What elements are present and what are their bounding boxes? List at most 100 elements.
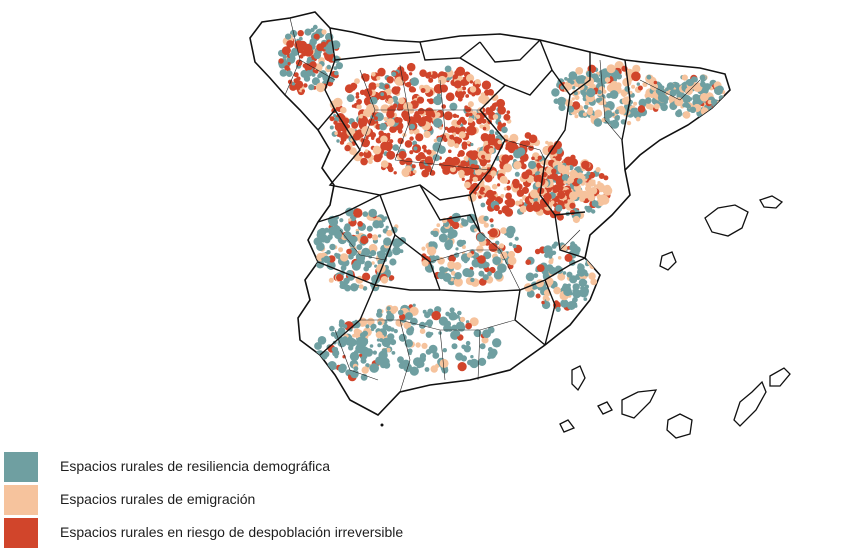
rural-patch-resiliencia (381, 348, 388, 354)
rural-patch-resiliencia (334, 252, 339, 257)
rural-patch-riesgo (521, 171, 530, 180)
rural-patch-emigracion (334, 131, 338, 136)
rural-patch-resiliencia (375, 356, 384, 366)
rural-patch-emigracion (361, 366, 369, 374)
rural-patch-emigracion (631, 84, 636, 89)
rural-patch-riesgo (360, 157, 368, 166)
rural-patch-emigracion (582, 175, 586, 179)
rural-patch-riesgo (461, 177, 465, 181)
rural-patch-riesgo (460, 79, 468, 87)
rural-patch-resiliencia (473, 329, 482, 338)
rural-patch-resiliencia (424, 367, 430, 372)
rural-patch-resiliencia (572, 289, 582, 299)
rural-patch-resiliencia (380, 92, 385, 97)
rural-patch-emigracion (503, 163, 513, 173)
rural-patch-emigracion (596, 197, 605, 207)
rural-patch-riesgo (380, 141, 389, 151)
rural-patch-resiliencia (456, 314, 460, 319)
rural-patch-resiliencia (463, 259, 468, 264)
rural-patch-resiliencia (356, 244, 363, 251)
rural-patch-riesgo (477, 255, 486, 264)
rural-patch-resiliencia (711, 98, 718, 106)
rural-patch-resiliencia (572, 296, 578, 303)
province-line (439, 329, 446, 381)
rural-patch-resiliencia (369, 250, 377, 257)
rural-patch-emigracion (574, 95, 580, 101)
rural-patch-emigracion (585, 182, 590, 187)
rural-patch-resiliencia (327, 234, 333, 240)
rural-patch-emigracion (595, 167, 601, 173)
rural-patch-emigracion (602, 89, 607, 94)
rural-patch-resiliencia (365, 363, 370, 368)
rural-patch-resiliencia (382, 323, 389, 331)
rural-patch-emigracion (635, 116, 641, 122)
province-line (399, 319, 411, 393)
rural-patch-riesgo (299, 54, 304, 59)
rural-patch-resiliencia (309, 38, 317, 46)
rural-patch-riesgo (397, 137, 404, 145)
rural-patch-emigracion (380, 276, 389, 284)
rural-patch-resiliencia (391, 351, 396, 355)
rural-patch-resiliencia (354, 352, 359, 357)
rural-patch-emigracion (682, 111, 691, 119)
rural-patch-riesgo (465, 112, 470, 117)
rural-patch-resiliencia (340, 265, 347, 271)
rural-patch-emigracion (421, 246, 426, 251)
rural-patch-resiliencia (580, 269, 585, 274)
peninsula (249, 11, 731, 416)
rural-patch-riesgo (355, 131, 363, 139)
rural-patch-emigracion (681, 74, 688, 81)
rural-patch-riesgo (286, 40, 294, 48)
rural-patch-riesgo (512, 181, 520, 189)
rural-patch-emigracion (340, 253, 349, 262)
rural-patch-riesgo (503, 113, 511, 121)
rural-patch-resiliencia (480, 202, 486, 208)
rural-patch-riesgo (409, 150, 414, 155)
rural-patch-riesgo (351, 104, 356, 108)
rural-patch-riesgo (631, 71, 641, 82)
island-fuerteventura (733, 380, 767, 427)
province-line (394, 159, 491, 171)
rural-patch-riesgo (371, 136, 375, 140)
rural-patch-resiliencia (329, 325, 335, 332)
rural-patch-emigracion (348, 218, 352, 222)
rural-patch-riesgo (384, 84, 390, 89)
rural-patch-emigracion (548, 259, 554, 265)
rural-patch-riesgo (505, 198, 516, 208)
rural-patch-emigracion (398, 97, 405, 105)
rural-patch-resiliencia (453, 330, 461, 337)
rural-patch-resiliencia (689, 106, 697, 114)
rural-patch-riesgo (537, 155, 542, 160)
rural-patch-resiliencia (595, 97, 601, 103)
border-aragon-west (539, 94, 586, 216)
rural-patch-riesgo (320, 41, 327, 48)
rural-patch-riesgo (386, 132, 391, 137)
rural-patch-riesgo (536, 162, 541, 167)
rural-patch-resiliencia (353, 321, 361, 329)
rural-patch-emigracion (588, 179, 596, 187)
rural-patch-resiliencia (308, 84, 315, 91)
rural-patch-emigracion (419, 328, 426, 335)
rural-patch-emigracion (349, 147, 357, 156)
rural-patch-resiliencia (388, 313, 393, 318)
rural-patch-riesgo (462, 91, 466, 95)
rural-patch-emigracion (333, 97, 343, 108)
rural-patch-emigracion (375, 83, 380, 87)
rural-patch-resiliencia (368, 208, 378, 218)
rural-patch-riesgo (465, 322, 472, 330)
rural-patch-resiliencia (576, 178, 583, 185)
rural-patch-resiliencia (338, 365, 347, 374)
rural-patch-emigracion (368, 159, 373, 165)
rural-patch-resiliencia (553, 98, 560, 104)
rural-patch-emigracion (604, 77, 611, 83)
rural-patch-riesgo (489, 105, 496, 112)
rural-patch-riesgo (370, 132, 376, 138)
rural-patch-resiliencia (593, 118, 603, 127)
rural-patch-emigracion (674, 97, 684, 107)
rural-patch-resiliencia (328, 76, 335, 83)
rural-patch-riesgo (459, 116, 466, 123)
rural-patch-resiliencia (469, 358, 479, 369)
rural-patch-emigracion (363, 108, 372, 118)
rural-patch-resiliencia (376, 308, 383, 314)
rural-patch-resiliencia (404, 339, 413, 348)
